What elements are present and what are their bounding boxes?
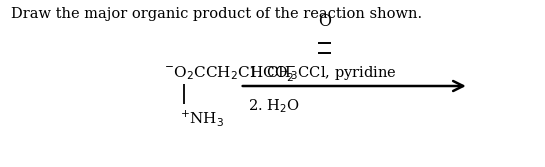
Text: O: O: [318, 13, 331, 30]
Text: 1. CH$_3$CCl, pyridine: 1. CH$_3$CCl, pyridine: [248, 64, 397, 82]
Text: Draw the major organic product of the reaction shown.: Draw the major organic product of the re…: [11, 7, 422, 21]
Text: $^{+}$NH$_3$: $^{+}$NH$_3$: [180, 108, 224, 128]
Text: $^{-}$O$_2$CCH$_2$CHCO$_2^{-}$: $^{-}$O$_2$CCH$_2$CHCO$_2^{-}$: [164, 65, 296, 84]
Text: 2. H$_2$O: 2. H$_2$O: [248, 97, 300, 115]
